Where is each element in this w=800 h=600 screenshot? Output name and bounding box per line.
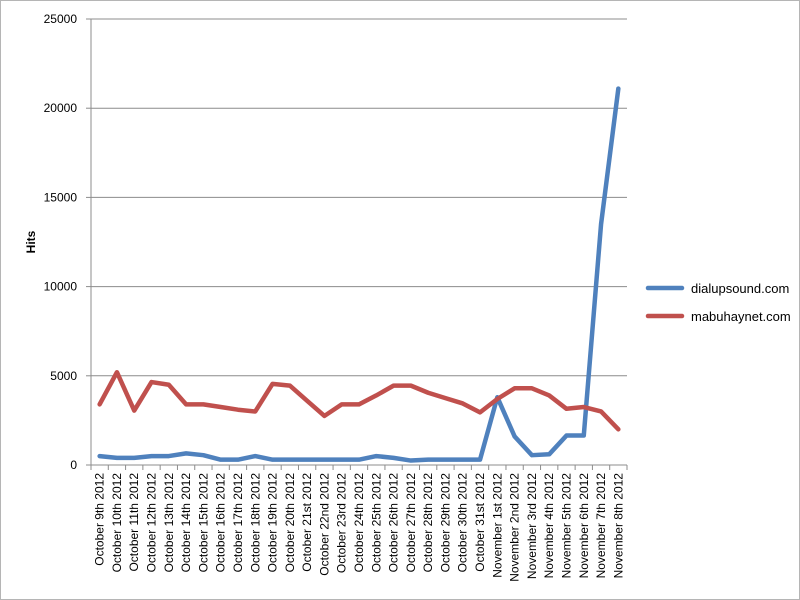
x-tick-label: November 2nd 2012 [508, 473, 522, 582]
x-tick-label: October 27th 2012 [404, 473, 418, 573]
x-tick-label: October 19th 2012 [266, 473, 280, 573]
x-tick-label: October 12th 2012 [145, 473, 159, 573]
x-tick-label: November 8th 2012 [611, 473, 625, 579]
x-tick-label: October 26th 2012 [387, 473, 401, 573]
x-tick-label: October 23rd 2012 [335, 473, 349, 573]
x-tick-label: October 18th 2012 [248, 473, 262, 573]
x-tick-label: November 7th 2012 [594, 473, 608, 579]
y-tick-label: 0 [70, 458, 77, 472]
x-tick-label: October 31st 2012 [473, 473, 487, 572]
x-tick-label: November 5th 2012 [559, 473, 573, 579]
x-tick-label: November 6th 2012 [577, 473, 591, 579]
x-tick-label: October 20th 2012 [283, 473, 297, 573]
series-line-dialupsound-com [97, 86, 621, 463]
series-line-mabuhaynet-com [97, 369, 621, 432]
y-tick-label: 5000 [50, 369, 77, 383]
x-tick-label: October 24th 2012 [352, 473, 366, 573]
legend-label: mabuhaynet.com [691, 309, 791, 324]
x-tick-label: October 28th 2012 [421, 473, 435, 573]
y-axis-title: Hits [24, 230, 38, 253]
y-tick-label: 25000 [44, 12, 78, 26]
y-tick-label: 10000 [44, 280, 78, 294]
x-tick-label: October 29th 2012 [438, 473, 452, 573]
x-tick-label: October 21st 2012 [300, 473, 314, 572]
x-tick-label: November 1st 2012 [490, 473, 504, 578]
x-tick-label: October 14th 2012 [179, 473, 193, 573]
x-tick-label: October 30th 2012 [456, 473, 470, 573]
y-tick-label: 20000 [44, 101, 78, 115]
x-tick-label: October 15th 2012 [196, 473, 210, 573]
x-tick-label: October 16th 2012 [214, 473, 228, 573]
x-tick-label: October 22nd 2012 [317, 473, 331, 576]
x-tick-label: October 13th 2012 [162, 473, 176, 573]
y-tick-label: 15000 [44, 190, 78, 204]
x-tick-label: October 9th 2012 [93, 473, 107, 566]
x-tick-label: October 10th 2012 [110, 473, 124, 573]
x-tick-label: October 25th 2012 [369, 473, 383, 573]
x-tick-label: November 3rd 2012 [525, 473, 539, 579]
x-tick-label: October 11th 2012 [127, 473, 141, 572]
x-tick-label: October 17th 2012 [231, 473, 245, 573]
x-tick-label: November 4th 2012 [542, 473, 556, 579]
legend-label: dialupsound.com [691, 281, 789, 296]
